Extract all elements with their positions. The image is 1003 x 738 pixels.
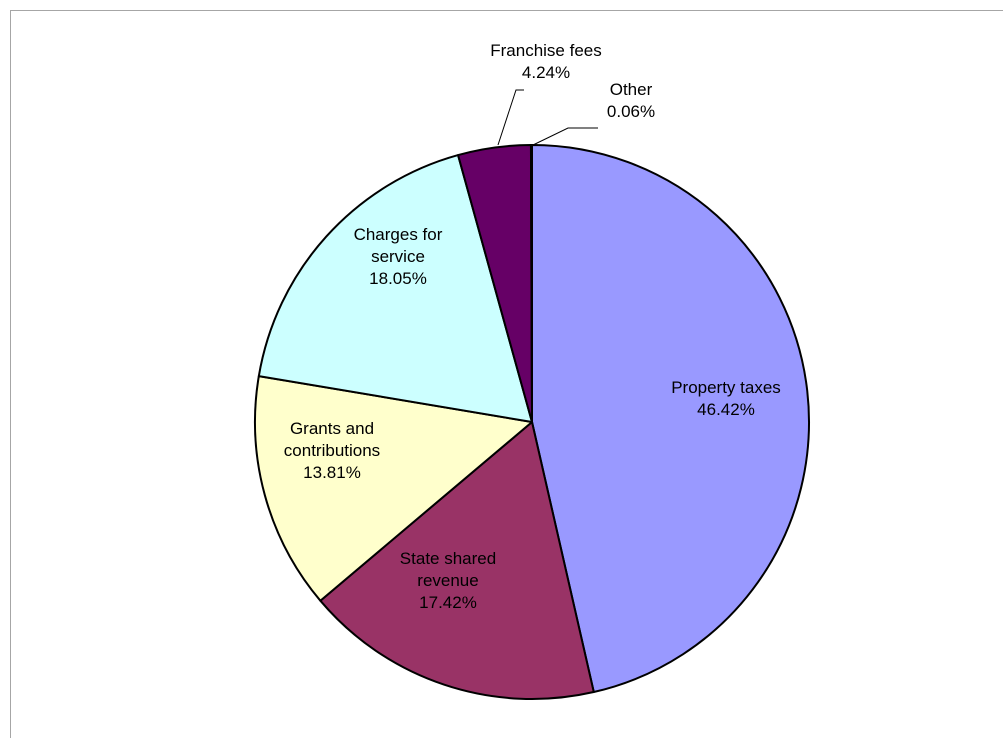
slice-name-line: service [371, 247, 425, 266]
slice-label-other: Other 0.06% [607, 80, 655, 121]
slice-label-charges: Charges for service 18.05% [354, 225, 443, 288]
pie-slice-state [319, 421, 595, 700]
slice-name-line: Property taxes [671, 378, 781, 397]
slice-label-state: State shared revenue 17.42% [400, 549, 496, 612]
pie-slice-property [531, 144, 810, 694]
slice-percent: 4.24% [522, 63, 570, 82]
slice-name-line: contributions [284, 441, 380, 460]
slice-percent: 13.81% [303, 463, 361, 482]
slice-labels: Property taxes 46.42% State shared revenue 1… [284, 41, 781, 612]
slice-percent: 18.05% [369, 269, 427, 288]
slice-label-franchise: Franchise fees 4.24% [490, 41, 602, 82]
slice-name-line: Other [610, 80, 653, 99]
chart-area-border [10, 10, 1003, 738]
slice-name-line: State shared [400, 549, 496, 568]
pie-slice-other [529, 144, 533, 423]
slice-name-line: Grants and [290, 419, 374, 438]
slice-label-grants: Grants and contributions 13.81% [284, 419, 380, 482]
leader-lines [497, 89, 598, 146]
slice-name-line: Franchise fees [490, 41, 602, 60]
slice-percent: 17.42% [419, 593, 477, 612]
slice-percent: 0.06% [607, 102, 655, 121]
pie-slice-grants [254, 375, 533, 602]
pie-slice-charges [257, 154, 533, 423]
slice-name-line: revenue [417, 571, 478, 590]
leader-line-other [532, 127, 598, 146]
pie-slices [254, 144, 810, 700]
leader-line-franchise [497, 89, 524, 146]
slice-percent: 46.42% [697, 400, 755, 419]
slice-name-line: Charges for [354, 225, 443, 244]
slice-label-property: Property taxes 46.42% [671, 378, 781, 419]
